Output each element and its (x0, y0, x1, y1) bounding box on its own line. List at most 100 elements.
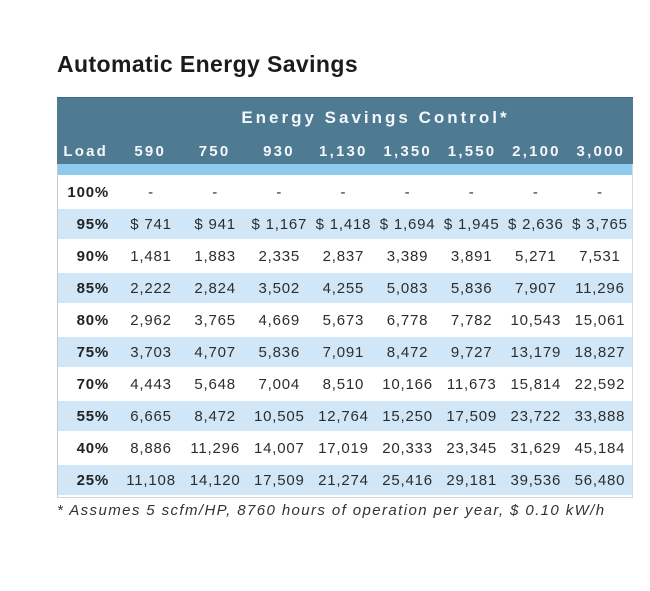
value-cell: 2,824 (194, 279, 236, 297)
value-cell: 4,255 (322, 279, 365, 297)
column-header: 1,350 (383, 142, 432, 160)
page-title: Automatic Energy Savings (57, 51, 359, 77)
table-row: 80% 2,962 3,765 4,669 5,673 6,778 7,782 10,543 1… (58, 305, 632, 335)
column-header: 930 (263, 142, 295, 160)
value-cell: 11,296 (575, 279, 625, 297)
value-cell: 56,480 (574, 471, 626, 489)
value-cell: 15,814 (510, 375, 562, 393)
table-row: 40% 8,886 11,296 14,007 17,019 20,333 23,345 31… (58, 433, 632, 463)
value-cell: - (148, 183, 154, 201)
table-row: 25% 11,108 14,120 17,509 21,274 25,416 29,181 3… (58, 465, 632, 495)
value-cell: 4,707 (194, 343, 236, 361)
load-cell: 70% (76, 375, 109, 393)
value-cell: 15,061 (574, 311, 626, 329)
value-cell: 6,778 (386, 311, 429, 329)
table-row: 95% $ 741 $ 941 $ 1,167 $ 1,418 $ 1,694 $ 1,94… (58, 209, 632, 239)
value-cell: 7,531 (579, 247, 621, 265)
value-cell: 5,673 (322, 311, 365, 329)
value-cell: 7,782 (450, 311, 493, 329)
table-row: 85% 2,222 2,824 3,502 4,255 5,083 5,836 7,907 11… (58, 273, 632, 303)
value-cell: 11,296 (190, 439, 240, 457)
value-cell: 4,669 (258, 311, 301, 329)
value-cell: 13,179 (510, 343, 562, 361)
value-cell: 15,250 (382, 407, 433, 425)
value-cell: 3,389 (386, 247, 429, 265)
value-cell: 10,166 (382, 375, 433, 393)
column-header: 750 (198, 142, 231, 160)
load-cell: 95% (76, 215, 109, 233)
table-row: 75% 3,703 4,707 5,836 7,091 8,472 9,727 13,179 1… (58, 337, 632, 367)
column-header: 1,130 (319, 142, 368, 160)
table-row: 55% 6,665 8,472 10,505 12,764 15,250 17,509 23,… (58, 401, 632, 431)
value-cell: 23,345 (446, 439, 498, 457)
value-cell: 22,592 (574, 375, 626, 393)
value-cell: 8,472 (194, 407, 236, 425)
value-cell: 8,510 (322, 375, 365, 393)
table-header: Energy Savings Control* Load 590 750 930 1,1… (57, 97, 633, 164)
column-header: 3,000 (576, 142, 626, 160)
load-cell: 90% (76, 247, 109, 265)
value-cell: - (212, 183, 219, 201)
energy-savings-table: Energy Savings Control* Load 590 750 930 1,1… (57, 97, 633, 498)
value-cell: 12,764 (318, 407, 369, 425)
table-row: 70% 4,443 5,648 7,004 8,510 10,166 11,673 15,81… (58, 369, 632, 399)
load-cell: 80% (76, 311, 109, 329)
value-cell: 9,727 (450, 343, 493, 361)
load-cell: 55% (76, 407, 109, 425)
value-cell: 14,007 (253, 439, 305, 457)
load-cell: 25% (76, 471, 109, 489)
value-cell: 23,722 (510, 407, 562, 425)
value-cell: - (276, 183, 283, 201)
group-header: Energy Savings Control* (241, 108, 510, 127)
value-cell: $ 741 (130, 215, 172, 233)
value-cell: 5,836 (450, 279, 493, 297)
value-cell: 39,536 (510, 471, 562, 489)
value-cell: 21,274 (318, 471, 369, 489)
value-cell: 18,827 (574, 343, 626, 361)
value-cell: 5,648 (194, 375, 236, 393)
value-cell: 31,629 (510, 439, 562, 457)
value-cell: $ 1,945 (443, 215, 500, 233)
value-cell: $ 941 (194, 215, 236, 233)
table-row: 100% - - - - - - - - (58, 177, 632, 207)
value-cell: 14,120 (189, 471, 241, 489)
value-cell: 17,019 (318, 439, 369, 457)
value-cell: 1,481 (130, 247, 172, 265)
value-cell: 7,091 (322, 343, 365, 361)
value-cell: 7,004 (258, 375, 301, 393)
value-cell: - (340, 183, 347, 201)
value-cell: $ 3,765 (572, 215, 628, 233)
value-cell: 8,886 (130, 439, 172, 457)
column-header: 1,550 (447, 142, 497, 160)
column-header: 2,100 (512, 142, 561, 160)
value-cell: 1,883 (194, 247, 236, 265)
value-cell: 5,083 (386, 279, 429, 297)
load-cell: 40% (76, 439, 109, 457)
value-cell: 10,505 (253, 407, 305, 425)
column-header: 590 (134, 142, 166, 160)
load-cell: 100% (67, 183, 109, 201)
value-cell: 25,416 (382, 471, 433, 489)
value-cell: 3,703 (130, 343, 172, 361)
value-cell: 20,333 (382, 439, 433, 457)
value-cell: 3,891 (450, 247, 493, 265)
value-cell: 29,181 (446, 471, 498, 489)
value-cell: 11,108 (126, 471, 176, 489)
value-cell: 2,837 (322, 247, 365, 265)
value-cell: - (468, 183, 475, 201)
value-cell: - (404, 183, 411, 201)
value-cell: 10,543 (510, 311, 562, 329)
value-cell: - (597, 183, 603, 201)
header-separator-strip (58, 164, 632, 177)
value-cell: 2,962 (130, 311, 172, 329)
column-header-load: Load (63, 142, 108, 160)
table-body: 100% - - - - - - - - 95% $ 741 $ 941 $ 1,167 $ 1,418 $… (57, 164, 633, 498)
value-cell: 17,509 (446, 407, 498, 425)
value-cell: 6,665 (130, 407, 172, 425)
value-cell: 17,509 (253, 471, 305, 489)
value-cell: 33,888 (574, 407, 626, 425)
footnote: * Assumes 5 scfm/HP, 8760 hours of opera… (57, 502, 606, 519)
value-cell: 8,472 (386, 343, 429, 361)
value-cell: 3,502 (258, 279, 301, 297)
